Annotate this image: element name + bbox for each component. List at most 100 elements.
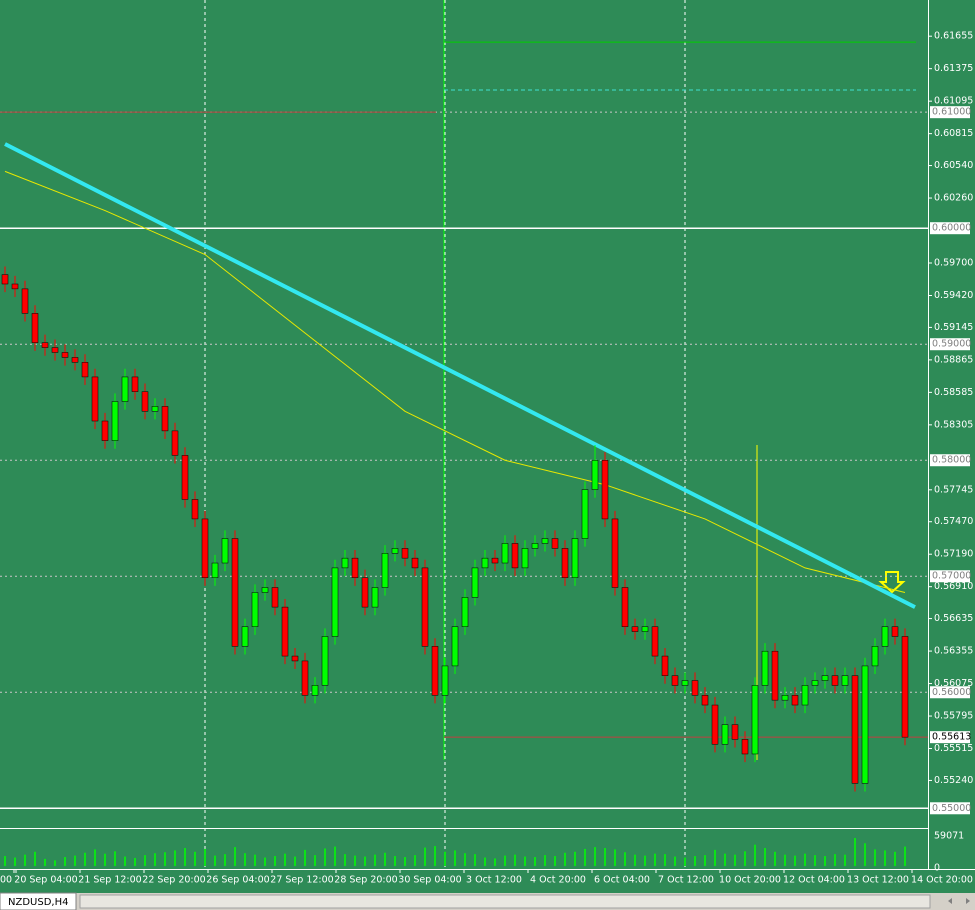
candle-body <box>561 548 569 579</box>
candle-body <box>551 538 559 549</box>
level-label: 0.56000 <box>932 687 971 698</box>
candle-body <box>521 548 529 569</box>
last-price-label: 0.55613 <box>932 732 971 743</box>
candle-body <box>511 543 519 569</box>
scrollbar[interactable] <box>79 894 931 909</box>
candle-body <box>681 680 689 686</box>
y-tick-label: 0.57470 <box>934 516 973 527</box>
candle-body <box>631 626 639 632</box>
candle-body <box>261 587 269 593</box>
candle-body <box>21 288 29 314</box>
y-tick-label: 0.61095 <box>934 96 973 107</box>
candle-body <box>411 557 419 569</box>
candle-body <box>251 592 259 627</box>
candle-body <box>381 553 389 588</box>
candle-body <box>311 685 319 696</box>
tab[interactable] <box>0 892 77 910</box>
tab-label[interactable]: NZDUSD,H4 <box>8 897 68 908</box>
level-box <box>930 570 970 583</box>
level-box <box>930 338 970 351</box>
candle-body <box>151 406 159 412</box>
candle-body <box>421 567 429 647</box>
y-tick-label: 0.58305 <box>934 419 973 430</box>
candle-body <box>471 567 479 598</box>
y-tick-label: 0.59700 <box>934 258 973 269</box>
y-tick-label: 0.61655 <box>934 31 973 42</box>
candle-body <box>811 680 819 686</box>
candle-body <box>711 704 719 745</box>
candle-body <box>771 650 779 701</box>
candle-body <box>481 557 489 569</box>
candle-body <box>161 406 169 432</box>
level-box <box>930 106 970 119</box>
candle-body <box>141 391 149 412</box>
candle-body <box>891 626 899 637</box>
candle-body <box>121 376 129 402</box>
candle-body <box>871 646 879 667</box>
candle-body <box>371 587 379 608</box>
candle-body <box>621 587 629 627</box>
candle-body <box>101 420 109 441</box>
candle-body <box>1 274 9 285</box>
candle-body <box>741 739 749 755</box>
candle-body <box>401 548 409 559</box>
candle-body <box>11 283 19 290</box>
x-tick-label: 26 Sep 04:00 <box>206 875 269 886</box>
candle-body <box>181 455 189 500</box>
candle-body <box>461 597 469 627</box>
level-label: 0.57000 <box>932 571 971 582</box>
candle-body <box>781 695 789 701</box>
candle-body <box>671 675 679 686</box>
candle-body <box>841 675 849 686</box>
y-tick-label: 0.57745 <box>934 484 973 495</box>
candle-body <box>171 430 179 456</box>
level-box <box>930 686 970 699</box>
x-tick-label: 10 Oct 20:00 <box>719 875 781 886</box>
candle-body <box>611 518 619 588</box>
candle-body <box>591 459 599 490</box>
x-tick-label: 30 Sep 04:00 <box>398 875 461 886</box>
y-tick-label: 0.56635 <box>934 613 973 624</box>
candle-body <box>491 557 499 564</box>
candle-body <box>51 347 59 353</box>
candle-body <box>61 352 69 358</box>
candle-body <box>431 646 439 696</box>
y-tick-label: 0.56075 <box>934 678 973 689</box>
level-label: 0.59000 <box>932 339 971 350</box>
candle-body <box>341 557 349 569</box>
y-tick-label: 0.60260 <box>934 193 973 204</box>
candle-body <box>441 665 449 696</box>
candle-body <box>351 557 359 579</box>
volume-tick-label: 59071 <box>934 831 964 842</box>
x-tick-label: 4 Oct 20:00 <box>530 875 586 886</box>
candle-body <box>221 538 229 564</box>
level-box <box>930 802 970 815</box>
level-box <box>930 454 970 467</box>
candle-body <box>501 543 509 564</box>
candle-body <box>701 695 709 706</box>
candle-body <box>881 626 889 647</box>
candle-body <box>641 626 649 632</box>
level-label: 0.55000 <box>932 803 971 814</box>
candle-body <box>271 587 279 608</box>
x-tick-label: 27 Sep 12:00 <box>270 875 333 886</box>
candle-body <box>361 577 369 608</box>
candle-body <box>651 626 659 657</box>
level-label: 0.58000 <box>932 455 971 466</box>
level-label: 0.60000 <box>932 223 971 234</box>
y-tick-label: 0.57190 <box>934 549 973 560</box>
y-tick-label: 0.61375 <box>934 63 973 74</box>
candle-body <box>901 636 909 738</box>
x-tick-label: 13 Oct 12:00 <box>847 875 909 886</box>
y-tick-label: 0.56910 <box>934 581 973 592</box>
x-tick-label: 20 Sep 04:00 <box>14 875 77 886</box>
candle-body <box>451 626 459 667</box>
candle-body <box>761 650 769 686</box>
candle-body <box>281 606 289 657</box>
candle-body <box>241 626 249 647</box>
x-tick-label: 00 <box>0 875 12 886</box>
x-tick-label: 22 Sep 20:00 <box>142 875 205 886</box>
candle-body <box>601 459 609 520</box>
